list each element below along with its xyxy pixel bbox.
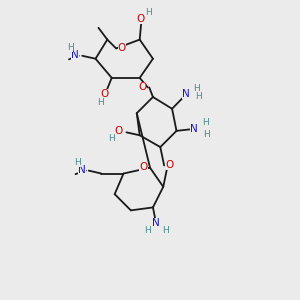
Text: H: H [109, 134, 115, 143]
Text: H: H [194, 84, 200, 93]
Text: H: H [203, 130, 210, 139]
Text: N: N [71, 50, 79, 60]
Text: H: H [202, 118, 209, 127]
Text: H: H [67, 43, 73, 52]
Text: H: H [144, 226, 151, 235]
Text: O: O [140, 162, 148, 172]
Text: H: H [74, 158, 81, 167]
Text: O: O [115, 126, 123, 136]
Text: O: O [100, 89, 109, 99]
Text: N: N [190, 124, 198, 134]
Text: N: N [182, 89, 190, 99]
Text: O: O [118, 43, 126, 53]
Text: O: O [136, 14, 145, 24]
Text: H: H [145, 8, 152, 17]
Text: H: H [195, 92, 202, 101]
Text: N: N [152, 218, 160, 228]
Text: O: O [166, 160, 174, 170]
Text: N: N [78, 165, 86, 175]
Text: O: O [138, 82, 146, 92]
Text: H: H [98, 98, 104, 107]
Text: H: H [162, 226, 169, 235]
